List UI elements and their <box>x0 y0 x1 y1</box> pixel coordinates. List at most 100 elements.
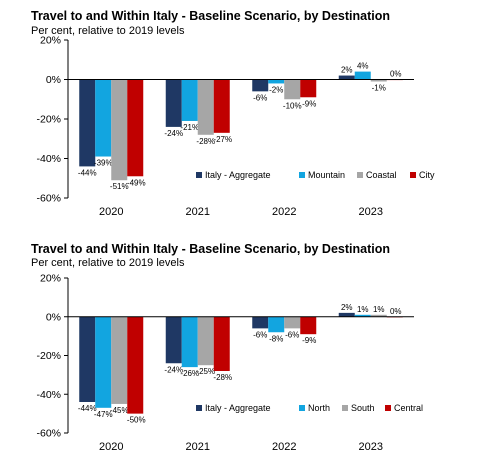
bar <box>111 316 128 404</box>
legend-swatch <box>357 172 363 178</box>
data-label: -28% <box>213 373 232 382</box>
legend-entry: Mountain <box>308 170 345 180</box>
y-tick-label: -40% <box>36 389 61 401</box>
bar <box>370 79 387 82</box>
data-label: 0% <box>390 70 402 79</box>
legend-entry: City <box>419 170 435 180</box>
data-label: -28% <box>196 137 215 146</box>
legend-entry: North <box>308 403 330 413</box>
x-tick-label: 2020 <box>99 206 123 218</box>
data-label: -25% <box>196 367 215 376</box>
bar <box>370 314 387 317</box>
data-label: -44% <box>78 168 97 177</box>
legend-swatch <box>299 405 305 411</box>
data-label: -1% <box>372 83 386 92</box>
bar <box>165 79 182 127</box>
legend-swatch <box>196 405 202 411</box>
bar <box>197 79 214 135</box>
bar <box>213 79 230 133</box>
data-label: 1% <box>373 305 385 314</box>
bar <box>300 316 317 335</box>
data-label: 2% <box>341 66 353 75</box>
bar <box>354 71 371 80</box>
data-label: 2% <box>341 303 353 312</box>
data-label: -50% <box>127 416 146 425</box>
data-label: 1% <box>357 305 369 314</box>
y-tick-label: 20% <box>40 35 61 47</box>
data-label: -26% <box>180 369 199 378</box>
bar <box>268 316 285 333</box>
legend-swatch <box>299 172 305 178</box>
data-label: -8% <box>269 334 283 343</box>
data-label: -47% <box>94 410 113 419</box>
bar <box>95 79 112 157</box>
legend-swatch <box>410 172 416 178</box>
data-label: -27% <box>213 135 232 144</box>
legend-swatch <box>196 172 202 178</box>
y-tick-label: 0% <box>46 311 61 323</box>
data-label: -6% <box>285 330 299 339</box>
legend-entry: Central <box>394 403 423 413</box>
legend-swatch <box>385 405 391 411</box>
x-tick-label: 2023 <box>359 441 383 453</box>
data-label: -44% <box>78 404 97 413</box>
chart-panel-destination-type: Travel to and Within Italy - Baseline Sc… <box>31 9 435 219</box>
data-label: -24% <box>164 129 183 138</box>
legend-swatch <box>342 405 348 411</box>
bar <box>252 316 269 329</box>
y-tick-label: -40% <box>36 153 61 165</box>
x-tick-label: 2023 <box>359 206 383 218</box>
data-label: 0% <box>390 307 402 316</box>
data-label: -6% <box>253 93 267 102</box>
legend-entry: Coastal <box>366 170 397 180</box>
bar <box>181 79 198 121</box>
x-tick-label: 2021 <box>186 441 210 453</box>
bar <box>197 316 214 366</box>
bar <box>127 316 144 414</box>
bar <box>165 316 182 364</box>
bar <box>127 79 144 177</box>
y-tick-label: -20% <box>36 350 61 362</box>
chart-subtitle: Per cent, relative to 2019 levels <box>31 257 185 269</box>
bar <box>300 79 317 98</box>
data-label: -2% <box>269 85 283 94</box>
bar <box>111 79 128 181</box>
data-label: -9% <box>302 99 316 108</box>
legend-entry: South <box>351 403 375 413</box>
x-tick-label: 2022 <box>272 441 296 453</box>
bar <box>284 79 301 100</box>
data-label: -49% <box>127 178 146 187</box>
bar <box>268 79 285 84</box>
bar <box>338 75 355 80</box>
y-tick-label: -60% <box>36 428 61 440</box>
data-label: -24% <box>164 365 183 374</box>
y-tick-label: 0% <box>46 74 61 86</box>
data-label: -10% <box>283 101 302 110</box>
data-label: -51% <box>110 182 129 191</box>
data-label: -6% <box>253 330 267 339</box>
legend-entry: Italy - Aggregate <box>205 403 271 413</box>
bar <box>213 316 230 371</box>
data-label: -21% <box>180 123 199 132</box>
bar-chart-region: 20% 0% -20% -40% -60% -44%-47%-45%-50% 2020 -24… <box>36 273 423 454</box>
bar <box>284 316 301 329</box>
chart-title: Travel to and Within Italy - Baseline Sc… <box>31 9 390 23</box>
x-tick-label: 2022 <box>272 206 296 218</box>
chart-panel-region: Travel to and Within Italy - Baseline Sc… <box>0 236 499 459</box>
bar <box>95 316 112 408</box>
bar <box>79 79 96 167</box>
bar <box>79 316 96 402</box>
x-tick-label: 2021 <box>186 206 210 218</box>
data-label: -9% <box>302 336 316 345</box>
y-tick-label: -60% <box>36 193 61 205</box>
bar-chart-destination-type: 20% 0% -20% -40% -60% -44%-39% -51%-49% 2020 -24… <box>36 35 435 219</box>
data-label: -45% <box>110 406 129 415</box>
data-label: -39% <box>94 159 113 168</box>
legend-entry: Italy - Aggregate <box>205 170 271 180</box>
chart-title: Travel to and Within Italy - Baseline Sc… <box>31 242 390 256</box>
bar <box>354 314 371 317</box>
bar <box>338 312 355 317</box>
y-tick-label: -20% <box>36 114 61 126</box>
chart-subtitle: Per cent, relative to 2019 levels <box>31 25 185 37</box>
y-tick-label: 20% <box>40 273 61 285</box>
